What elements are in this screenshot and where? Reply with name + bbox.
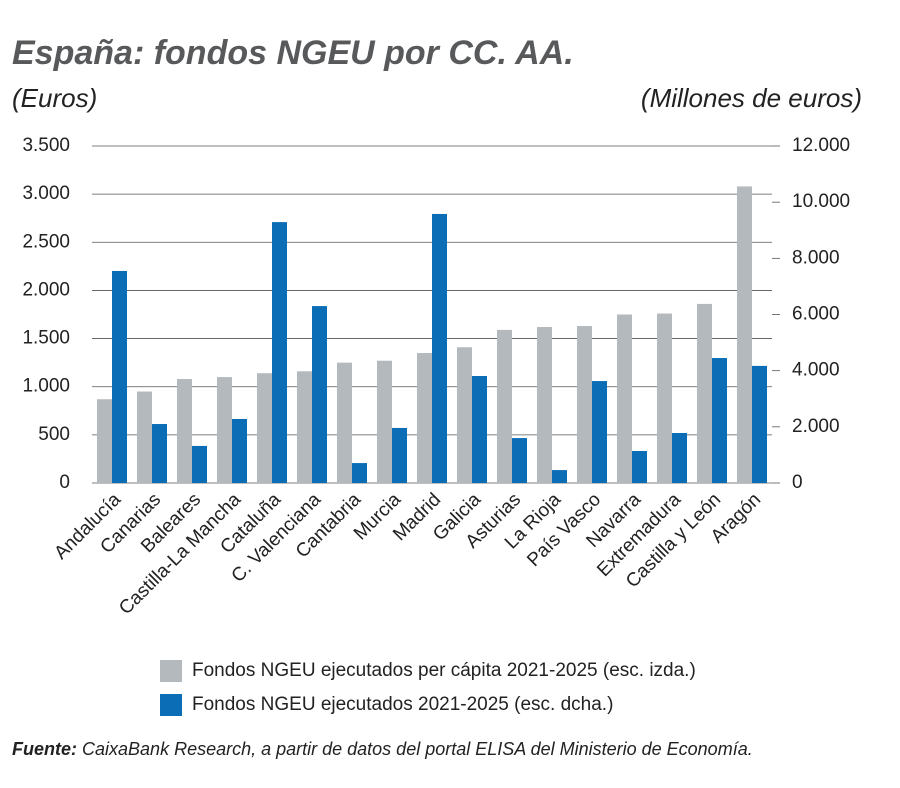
y-tick-label: 1.000: [22, 376, 70, 397]
source-text: CaixaBank Research, a partir de datos de…: [82, 739, 753, 759]
bar: [272, 222, 287, 483]
bar: [432, 213, 447, 483]
bar: [512, 438, 527, 483]
bar: [737, 186, 752, 483]
chart-title: España: fondos NGEU por CC. AA.: [12, 34, 574, 72]
bar: [712, 358, 727, 483]
y2-tick-label: 6.000: [792, 304, 840, 325]
legend-label: Fondos NGEU ejecutados per cápita 2021-2…: [192, 660, 696, 681]
legend-label: Fondos NGEU ejecutados 2021-2025 (esc. d…: [192, 694, 613, 715]
y-tick-label: 0: [59, 472, 70, 493]
y2-tick-label: 0: [792, 472, 803, 493]
bar: [577, 326, 592, 483]
bar: [697, 303, 712, 483]
bar: [297, 371, 312, 483]
bar: [457, 347, 472, 483]
bar: [337, 362, 352, 483]
bar: [257, 373, 272, 483]
y-tick-label: 2.000: [22, 279, 70, 300]
source-label: Fuente:: [12, 739, 77, 759]
y2-tick-label: 2.000: [792, 416, 840, 437]
source: Fuente: CaixaBank Research, a partir de …: [12, 739, 753, 759]
bar: [592, 381, 607, 483]
y-tick-label: 3.500: [22, 135, 70, 156]
bar: [472, 376, 487, 483]
bar: [672, 433, 687, 483]
bar: [312, 306, 327, 483]
bar: [417, 353, 432, 483]
y-axis-label: (Euros): [12, 83, 97, 113]
y-tick-label: 2.500: [22, 231, 70, 252]
bar: [392, 427, 407, 483]
bar: [752, 365, 767, 483]
y2-tick-label: 4.000: [792, 360, 840, 381]
bar: [192, 445, 207, 483]
bar: [152, 424, 167, 483]
bar: [377, 360, 392, 483]
y2-tick-label: 10.000: [792, 191, 850, 212]
bar: [497, 329, 512, 483]
bar: [352, 463, 367, 483]
bar: [537, 327, 552, 483]
legend-swatch: [160, 694, 182, 716]
y-tick-label: 500: [38, 424, 70, 445]
y2-axis-label: (Millones de euros): [641, 83, 862, 113]
bar: [552, 470, 567, 483]
bar: [657, 313, 672, 483]
bar: [632, 450, 647, 483]
bar: [217, 377, 232, 483]
bar: [112, 270, 127, 483]
y-tick-label: 1.500: [22, 328, 70, 349]
y2-tick-label: 8.000: [792, 247, 840, 268]
y-tick-label: 3.000: [22, 183, 70, 204]
bar: [232, 418, 247, 483]
legend-swatch: [160, 660, 182, 682]
bar: [177, 379, 192, 483]
bar: [97, 399, 112, 483]
y2-tick-label: 12.000: [792, 135, 850, 156]
bar: [137, 391, 152, 483]
bar: [617, 314, 632, 483]
